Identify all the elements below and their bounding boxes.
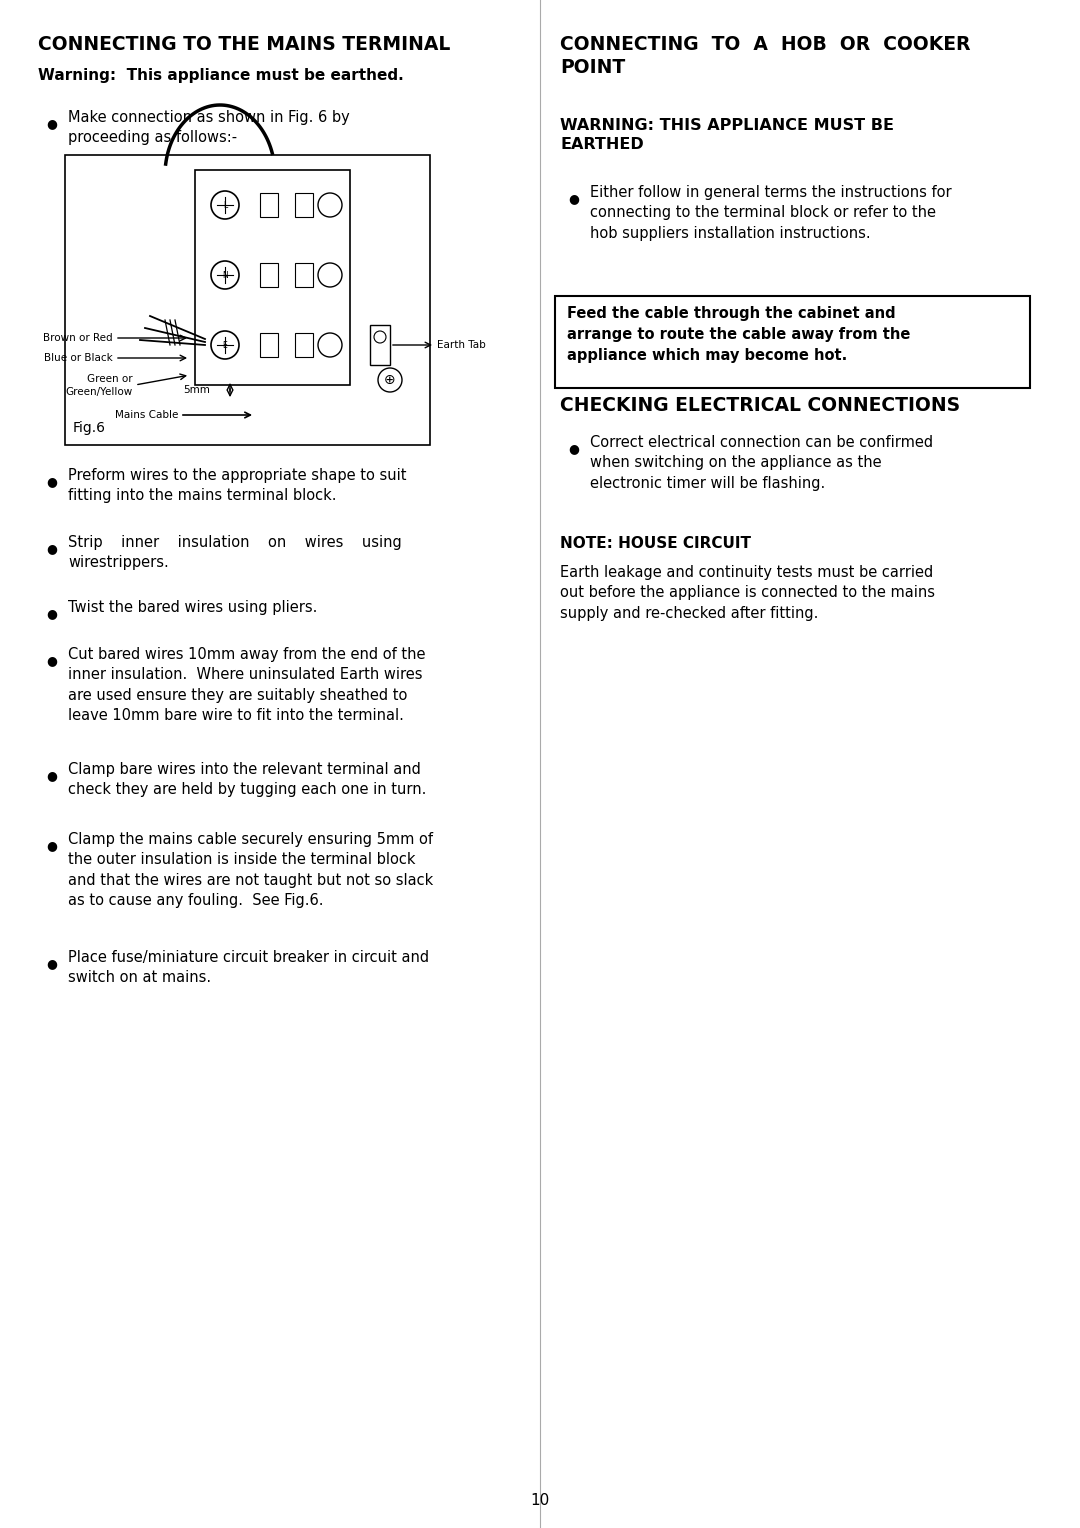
Text: Place fuse/miniature circuit breaker in circuit and
switch on at mains.: Place fuse/miniature circuit breaker in …: [68, 950, 429, 986]
Text: ●: ●: [46, 839, 57, 853]
Text: ⊕: ⊕: [384, 373, 395, 387]
Text: 10: 10: [530, 1493, 550, 1508]
Text: E: E: [222, 341, 228, 350]
Text: ●: ●: [46, 654, 57, 668]
Text: 5mm: 5mm: [184, 385, 210, 396]
Text: Feed the cable through the cabinet and
arrange to route the cable away from the
: Feed the cable through the cabinet and a…: [567, 306, 910, 364]
Text: ●: ●: [46, 769, 57, 782]
Text: ●: ●: [46, 475, 57, 487]
Text: N: N: [222, 270, 228, 280]
Circle shape: [318, 263, 342, 287]
Text: NOTE: HOUSE CIRCUIT: NOTE: HOUSE CIRCUIT: [561, 536, 751, 552]
Text: Earth Tab: Earth Tab: [437, 341, 486, 350]
Text: Preform wires to the appropriate shape to suit
fitting into the mains terminal b: Preform wires to the appropriate shape t…: [68, 468, 406, 503]
Text: CONNECTING TO THE MAINS TERMINAL: CONNECTING TO THE MAINS TERMINAL: [38, 35, 450, 53]
Text: Green or: Green or: [87, 374, 133, 384]
Text: Brown or Red: Brown or Red: [43, 333, 113, 342]
Bar: [260, 333, 278, 358]
Text: Cut bared wires 10mm away from the end of the
inner insulation.  Where uninsulat: Cut bared wires 10mm away from the end o…: [68, 646, 426, 723]
Text: ●: ●: [568, 442, 580, 455]
Bar: [65, 154, 430, 445]
Circle shape: [318, 193, 342, 217]
Circle shape: [211, 332, 239, 359]
Text: Green/Yellow: Green/Yellow: [66, 387, 133, 397]
Text: Correct electrical connection can be confirmed
when switching on the appliance a: Correct electrical connection can be con…: [590, 435, 933, 490]
Circle shape: [318, 333, 342, 358]
Bar: [295, 333, 313, 358]
Text: ●: ●: [46, 118, 57, 130]
Bar: [555, 296, 1030, 388]
Text: L: L: [222, 200, 227, 209]
Text: ●: ●: [46, 542, 57, 555]
Bar: [295, 193, 313, 217]
Text: Clamp bare wires into the relevant terminal and
check they are held by tugging e: Clamp bare wires into the relevant termi…: [68, 762, 427, 798]
Text: ●: ●: [568, 193, 580, 205]
Circle shape: [378, 368, 402, 393]
Text: Mains Cable: Mains Cable: [114, 410, 178, 420]
Text: Either follow in general terms the instructions for
connecting to the terminal b: Either follow in general terms the instr…: [590, 185, 951, 241]
Text: Fig.6: Fig.6: [73, 422, 106, 435]
Bar: [260, 263, 278, 287]
Bar: [370, 325, 390, 365]
Text: Warning:  This appliance must be earthed.: Warning: This appliance must be earthed.: [38, 69, 404, 83]
Text: Earth leakage and continuity tests must be carried
out before the appliance is c: Earth leakage and continuity tests must …: [561, 565, 935, 620]
Text: Twist the bared wires using pliers.: Twist the bared wires using pliers.: [68, 601, 318, 614]
Circle shape: [211, 191, 239, 219]
Bar: [260, 193, 278, 217]
Circle shape: [211, 261, 239, 289]
Text: CHECKING ELECTRICAL CONNECTIONS: CHECKING ELECTRICAL CONNECTIONS: [561, 396, 960, 416]
Bar: [195, 170, 350, 385]
Text: Make connection as shown in Fig. 6 by
proceeding as follows:-: Make connection as shown in Fig. 6 by pr…: [68, 110, 350, 145]
Text: Clamp the mains cable securely ensuring 5mm of
the outer insulation is inside th: Clamp the mains cable securely ensuring …: [68, 833, 433, 908]
Bar: [295, 263, 313, 287]
Text: WARNING: THIS APPLIANCE MUST BE
EARTHED: WARNING: THIS APPLIANCE MUST BE EARTHED: [561, 118, 894, 151]
Text: ●: ●: [46, 957, 57, 970]
Text: CONNECTING  TO  A  HOB  OR  COOKER
POINT: CONNECTING TO A HOB OR COOKER POINT: [561, 35, 971, 76]
Text: Strip    inner    insulation    on    wires    using
wirestrippers.: Strip inner insulation on wires using wi…: [68, 535, 402, 570]
Text: ●: ●: [46, 607, 57, 620]
Circle shape: [374, 332, 386, 342]
Text: Blue or Black: Blue or Black: [44, 353, 113, 364]
